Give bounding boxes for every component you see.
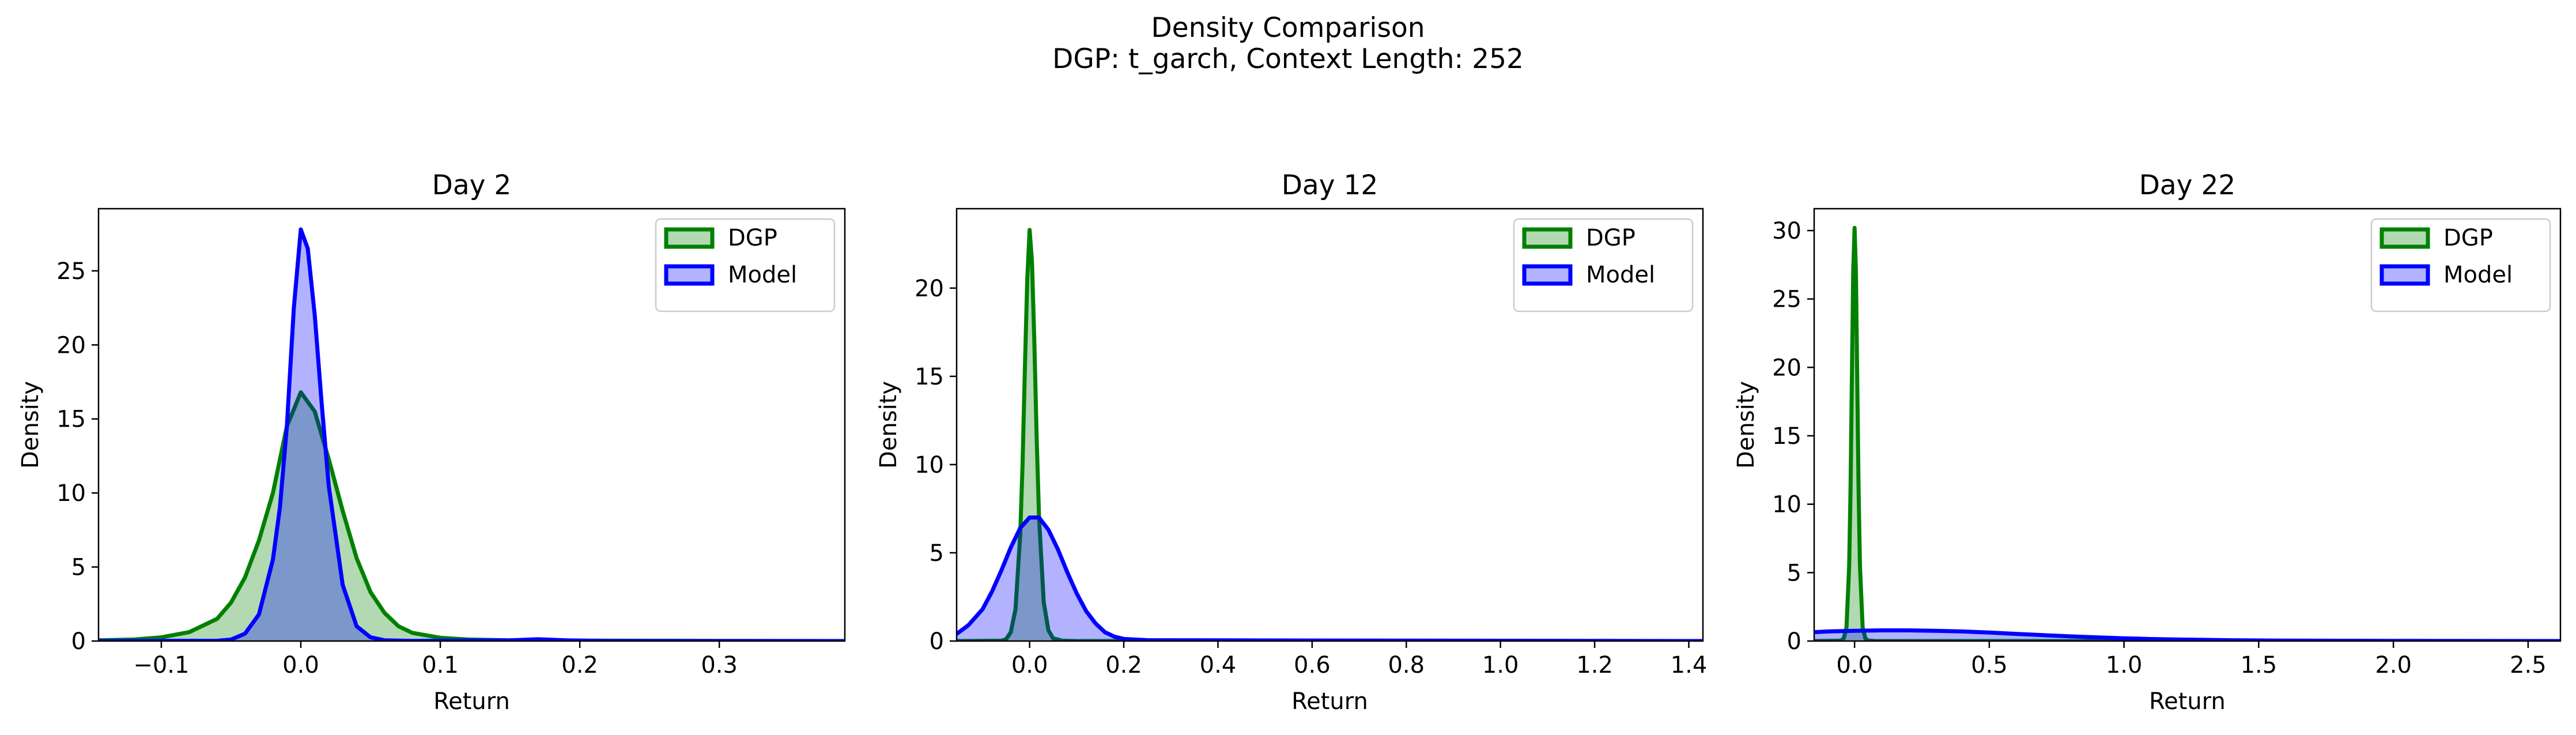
figure-title: Density Comparison: [1151, 12, 1425, 44]
y-axis-label: Density: [17, 381, 44, 469]
x-tick-label: 0.2: [561, 652, 598, 679]
x-tick-label: 2.0: [2375, 652, 2412, 679]
model-density-line: [99, 227, 845, 641]
axes-frame: [955, 208, 1704, 642]
legend-label-model: Model: [2443, 262, 2513, 288]
x-tick-label: 0.6: [1294, 652, 1331, 679]
x-tick-label: 2.5: [2510, 652, 2547, 679]
subplot-3: 0.0 0.5 1.0 1.5 2.0 2.5 0 5 10 15 20 25 30 Day 22 Retu…: [1733, 169, 2562, 715]
y-tick-label: 15: [56, 406, 86, 433]
y-tick-label: 5: [71, 555, 86, 581]
subplot-1: −0.1 0.0 0.1 0.2 0.3 0 5 10 15 20 25 Day 2 Return Den…: [17, 169, 846, 715]
legend-label-dgp: DGP: [2443, 225, 2493, 251]
y-tick-label: 0: [71, 628, 86, 655]
x-axis-label: Return: [1291, 688, 1368, 715]
x-tick-label: 0.0: [1011, 652, 1048, 679]
y-tick-label: 0: [930, 628, 944, 655]
legend-label-dgp: DGP: [728, 225, 777, 251]
y-tick-label: 5: [1787, 560, 1801, 586]
legend-label-model: Model: [1586, 262, 1655, 288]
y-tick-label: 20: [56, 332, 86, 359]
y-tick-label: 15: [915, 364, 944, 390]
x-tick-label: 1.2: [1576, 652, 1613, 679]
x-tick-label: 0.0: [282, 652, 319, 679]
y-tick-label: 0: [1787, 628, 1801, 655]
legend-box: [2370, 218, 2551, 312]
model-density-fill: [99, 229, 845, 641]
x-tick-label: 0.1: [422, 652, 459, 679]
x-axis-label: Return: [433, 688, 510, 715]
model-density-fill: [957, 517, 1703, 641]
legend-swatch-model: [1522, 264, 1573, 286]
x-tick-label: 0.3: [701, 652, 738, 679]
legend-label-model: Model: [728, 262, 797, 288]
plot-area: [99, 227, 845, 641]
legend-swatch-model: [664, 264, 715, 286]
y-tick-label: 20: [915, 276, 944, 302]
subplot-title: Day 2: [432, 169, 512, 201]
figure-subtitle: DGP: t_garch, Context Length: 252: [1052, 43, 1524, 75]
x-tick-label: 1.0: [2106, 652, 2143, 679]
legend-swatch-dgp: [664, 227, 715, 249]
y-axis-label: Density: [875, 381, 902, 469]
subplot-2: 0.0 0.2 0.4 0.6 0.8 1.0 1.2 1.4 0 5 10 15 20 Day 12 Re…: [875, 169, 1707, 715]
legend: DGP Model: [1513, 218, 1694, 312]
axes-frame: [1813, 208, 2562, 642]
x-axis-label: Return: [2149, 688, 2226, 715]
legend: DGP Model: [2370, 218, 2551, 312]
x-tick-label: 1.5: [2241, 652, 2277, 679]
x-tick-label: 1.4: [1671, 652, 1708, 679]
dgp-density-line: [99, 390, 845, 641]
legend-swatch-dgp: [2379, 227, 2430, 249]
x-tick-label: 0.0: [1836, 652, 1873, 679]
y-axis-label: Density: [1733, 381, 1759, 469]
dgp-density-fill: [99, 392, 845, 641]
dgp-density-line: [957, 228, 1703, 641]
y-tick-label: 5: [930, 540, 944, 567]
y-tick-label: 25: [1772, 287, 1801, 313]
legend-box: [655, 218, 836, 312]
subplot-title: Day 22: [2139, 169, 2236, 201]
model-density-fill: [1814, 630, 2560, 641]
subplot-title: Day 12: [1282, 169, 1378, 201]
x-tick-label: −0.1: [133, 652, 189, 679]
x-tick-label: 0.8: [1388, 652, 1425, 679]
legend-swatch-dgp: [1522, 227, 1573, 249]
y-tick-label: 30: [1772, 218, 1801, 244]
legend: DGP Model: [655, 218, 836, 312]
legend-label-dgp: DGP: [1586, 225, 1636, 251]
x-tick-label: 0.4: [1200, 652, 1237, 679]
y-tick-label: 20: [1772, 355, 1801, 381]
y-tick-label: 10: [1772, 492, 1801, 518]
y-tick-label: 15: [1772, 423, 1801, 450]
y-tick-label: 10: [56, 480, 86, 507]
y-tick-label: 25: [56, 258, 86, 285]
x-tick-label: 1.0: [1482, 652, 1519, 679]
axes-frame: [97, 208, 846, 642]
legend-swatch-model: [2379, 264, 2430, 286]
legend-box: [1513, 218, 1694, 312]
y-tick-label: 10: [915, 452, 944, 478]
x-tick-label: 0.2: [1105, 652, 1142, 679]
x-tick-label: 0.5: [1971, 652, 2008, 679]
